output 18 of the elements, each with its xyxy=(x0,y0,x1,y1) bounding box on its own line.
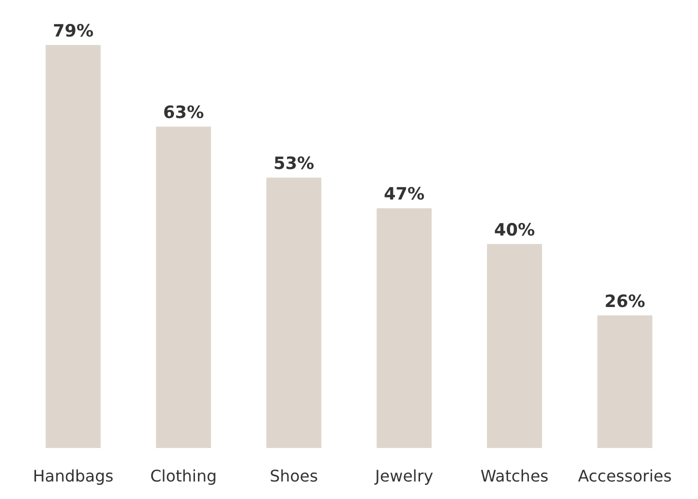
x-tick-label: Clothing xyxy=(150,466,217,486)
x-tick-label: Watches xyxy=(480,466,548,486)
x-tick-label: Handbags xyxy=(32,466,114,486)
x-tick-label: Accessories xyxy=(578,466,672,486)
bar xyxy=(266,178,322,448)
bar xyxy=(156,126,211,448)
bar xyxy=(46,45,101,448)
data-label: 40% xyxy=(494,220,535,240)
bar xyxy=(487,244,542,448)
x-tick-label: Shoes xyxy=(270,466,318,486)
data-label: 26% xyxy=(604,292,646,312)
data-label: 79% xyxy=(52,22,94,42)
bar xyxy=(597,315,652,448)
bar xyxy=(376,208,432,448)
data-label: 47% xyxy=(384,184,425,205)
data-label: 53% xyxy=(273,154,314,174)
data-label: 63% xyxy=(163,103,204,124)
x-tick-label: Jewelry xyxy=(374,466,434,486)
